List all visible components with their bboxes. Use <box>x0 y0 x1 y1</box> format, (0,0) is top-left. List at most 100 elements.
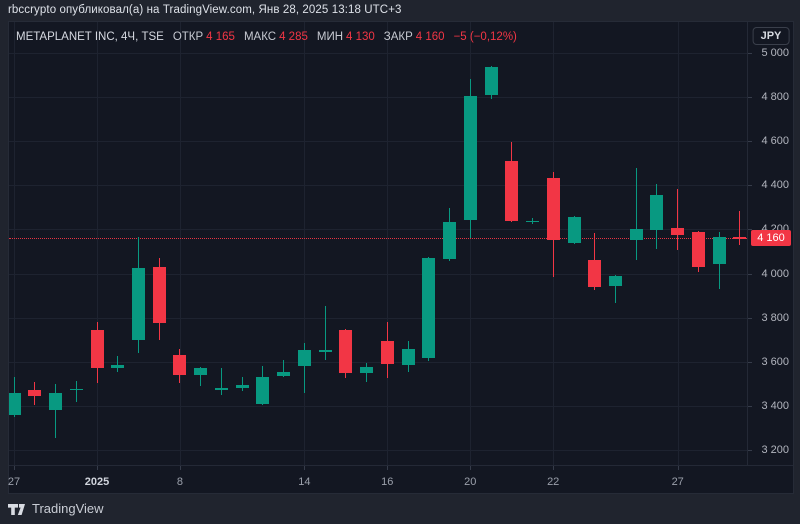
price-tick-label: 4 600 <box>761 135 789 148</box>
candle-body-down <box>28 390 42 396</box>
candle-wick-up <box>615 274 616 304</box>
share-caption: rbccrypto опубликовал(а) на TradingView.… <box>8 4 402 16</box>
time-tick-mark <box>304 466 306 470</box>
candle-body-up <box>422 258 436 359</box>
tradingview-label: TradingView <box>32 501 104 516</box>
candle-body-up <box>318 349 332 352</box>
symbol-title: METAPLANET INC, 4Ч, TSE <box>16 31 164 43</box>
candle-body-down <box>733 237 747 239</box>
high-value: 4 285 <box>279 31 308 43</box>
candle-wick-up <box>635 167 637 261</box>
time-tick-label: 2025 <box>84 476 110 488</box>
price-tick-label: 3 200 <box>761 444 789 456</box>
candle-body-up <box>609 275 622 286</box>
candle-body-up <box>401 348 415 365</box>
candle-body-down <box>339 329 353 373</box>
grid-line-horizontal <box>9 361 747 363</box>
grid-line-horizontal <box>9 450 747 451</box>
time-tick-mark <box>553 466 555 470</box>
grid-line-vertical <box>304 22 306 465</box>
chart-panel: METAPLANET INC, 4Ч, TSE ОТКР 4 165 МАКС 4 28… <box>8 21 794 494</box>
tradingview-attribution[interactable]: TradingView <box>8 501 104 516</box>
candle-body-up <box>712 237 726 264</box>
candle-body-up <box>650 195 664 231</box>
price-tick-label: 3 600 <box>761 355 789 368</box>
time-tick-mark <box>387 466 389 470</box>
candle-body-up <box>297 349 311 367</box>
candle-body-up <box>484 67 498 95</box>
candle-body-down <box>691 231 705 267</box>
candle-wick-up <box>117 356 119 372</box>
time-tick-mark <box>14 466 15 470</box>
price-tick-label: 3 400 <box>761 399 789 412</box>
candle-body-down <box>505 161 519 221</box>
open-label: ОТКР <box>172 31 204 43</box>
time-tick-mark <box>97 466 98 470</box>
grid-line-vertical <box>14 22 15 465</box>
change-value: −5 (−0,12%) <box>453 31 517 43</box>
price-tick-mark <box>748 450 752 451</box>
candle-body-up <box>277 371 291 377</box>
time-tick-label: 14 <box>298 476 311 488</box>
time-tick-label: 20 <box>464 476 477 488</box>
candle-body-down <box>173 355 187 375</box>
tradingview-logo-icon <box>8 503 25 515</box>
candle-body-up <box>629 229 643 241</box>
candle-body-up <box>256 377 270 404</box>
last-price-line <box>9 238 747 240</box>
candle-body-down <box>380 340 394 364</box>
time-tick-label: 8 <box>176 476 183 488</box>
low-label: МИН <box>316 31 344 43</box>
time-tick-mark <box>470 466 472 470</box>
candle-body-down <box>546 177 560 241</box>
last-price-label: 4 160 <box>751 230 791 247</box>
candle-body-up <box>49 392 62 411</box>
candle-body-down <box>152 266 166 324</box>
candle-wick-up <box>241 377 243 392</box>
price-tick-mark <box>748 361 752 363</box>
candle-wick-down <box>677 188 679 251</box>
price-chart-plot[interactable]: METAPLANET INC, 4Ч, TSE ОТКР 4 165 МАКС 4 28… <box>9 22 747 465</box>
high-label: МАКС <box>243 31 277 43</box>
price-tick-label: 3 800 <box>761 311 789 324</box>
candle-body-down <box>588 260 602 287</box>
grid-line-horizontal <box>9 273 747 275</box>
time-axis[interactable]: 27 2025 8 14 16 20 22 27 <box>8 465 793 494</box>
candle-body-up <box>69 388 83 391</box>
candle-wick-up <box>220 368 222 395</box>
grid-line-vertical <box>553 22 555 465</box>
candle-body-up <box>360 367 374 373</box>
candle-body-up <box>443 221 456 260</box>
price-tick-mark <box>748 185 752 187</box>
price-tick-mark <box>748 141 752 143</box>
candle-wick-up <box>55 383 56 438</box>
candle-body-down <box>671 228 685 235</box>
candle-body-up <box>111 365 125 369</box>
candle-body-up <box>214 388 228 390</box>
low-value: 4 130 <box>346 31 375 43</box>
close-value: 4 160 <box>415 31 445 43</box>
grid-line-horizontal <box>9 317 747 319</box>
price-tick-mark <box>748 97 752 98</box>
grid-line-horizontal <box>9 405 747 407</box>
time-tick-label: 27 <box>671 476 684 488</box>
price-tick-mark <box>748 405 752 407</box>
candle-body-up <box>194 368 208 375</box>
candle-body-up <box>526 220 539 223</box>
candle-body-up <box>131 268 145 340</box>
candle-body-up <box>9 392 21 415</box>
grid-line-vertical <box>387 22 389 465</box>
time-tick-mark <box>677 466 679 470</box>
price-tick-mark <box>748 317 752 319</box>
candle-wick-up <box>200 367 202 387</box>
currency-badge[interactable]: JPY <box>752 27 790 45</box>
candle-body-up <box>235 384 249 389</box>
candle-wick-up <box>303 343 305 393</box>
time-tick-mark <box>179 466 181 470</box>
candle-wick-up <box>75 380 77 402</box>
grid-line-horizontal <box>9 141 747 143</box>
candle-body-up <box>463 95 477 221</box>
grid-line-horizontal <box>9 229 747 231</box>
